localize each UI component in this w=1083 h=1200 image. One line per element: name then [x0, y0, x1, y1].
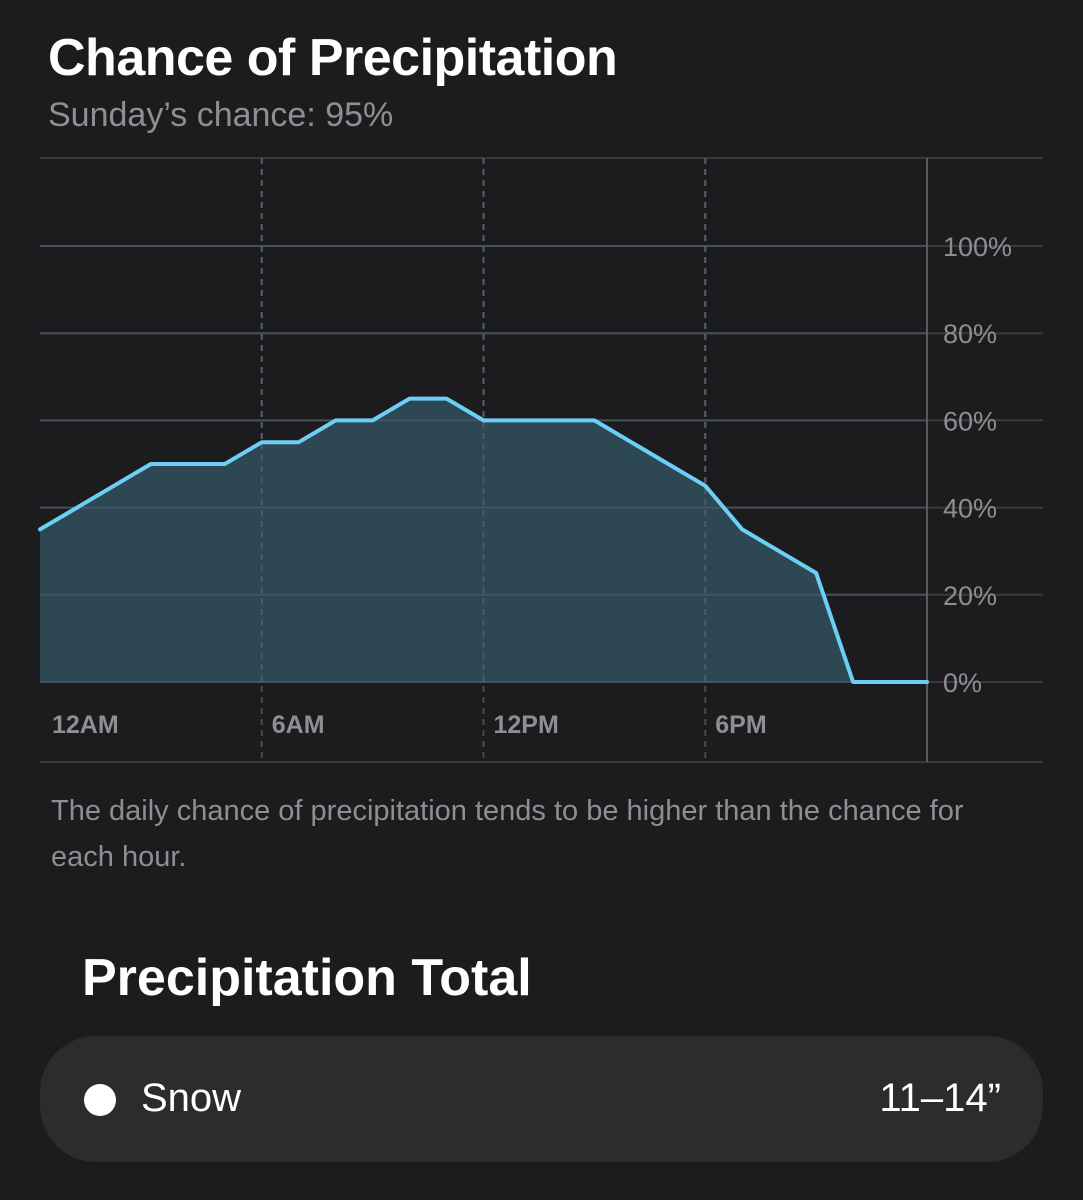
- y-tick-label: 0%: [943, 668, 982, 698]
- y-tick-label: 60%: [943, 406, 997, 436]
- x-tick-label: 12AM: [52, 711, 119, 739]
- bullet-icon: [84, 1084, 116, 1116]
- page-subtitle: Sunday’s chance: 95%: [48, 96, 394, 134]
- precipitation-total-heading: Precipitation Total: [82, 949, 532, 1007]
- precipitation-total-row: Snow 11–14”: [40, 1036, 1043, 1162]
- x-tick-label: 6AM: [272, 711, 325, 739]
- x-tick-label: 12PM: [494, 711, 559, 739]
- x-tick-label: 6PM: [715, 711, 766, 739]
- y-tick-label: 80%: [943, 319, 997, 349]
- page-title: Chance of Precipitation: [48, 29, 618, 87]
- precipitation-chart[interactable]: 0% 20% 40% 60% 80% 100% 12AM 6AM 12PM 6PM: [0, 0, 1083, 800]
- chart-footnote: The daily chance of precipitation tends …: [51, 795, 964, 873]
- y-tick-label: 100%: [943, 232, 1012, 262]
- y-tick-label: 20%: [943, 581, 997, 611]
- precipitation-type-label: Snow: [141, 1076, 242, 1120]
- precipitation-area: [40, 398, 927, 682]
- y-tick-label: 40%: [943, 494, 997, 524]
- precipitation-amount-value: 11–14”: [879, 1076, 1001, 1120]
